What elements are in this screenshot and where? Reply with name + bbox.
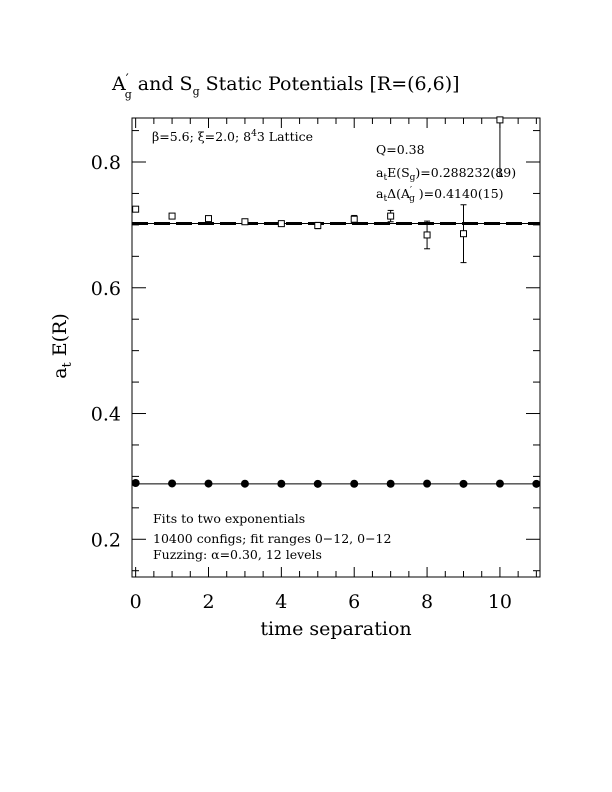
data-point-square xyxy=(132,205,140,213)
data-point-square xyxy=(496,116,504,124)
data-point-square xyxy=(241,218,249,226)
data-point-square xyxy=(387,212,395,220)
x-tick-label: 8 xyxy=(421,591,433,613)
x-tick-label: 6 xyxy=(348,591,360,613)
annotation-energy: atE(Sg)=0.288232(89) xyxy=(376,165,516,183)
annotation-fits: Fits to two exponentials xyxy=(153,511,305,526)
data-point-square xyxy=(350,215,358,223)
data-marks xyxy=(131,116,541,488)
y-axis-label: at E(R) xyxy=(49,313,75,379)
data-point-square xyxy=(205,215,212,223)
data-point-square xyxy=(423,231,431,239)
y-tick-label: 0.2 xyxy=(91,529,121,551)
data-point-circle xyxy=(313,479,322,488)
data-point-circle xyxy=(423,479,432,488)
data-point-circle xyxy=(459,479,468,488)
data-point-square xyxy=(168,212,176,220)
axis-ticks xyxy=(132,118,540,577)
y-tick-label: 0.6 xyxy=(91,278,121,300)
y-tick-label: 0.8 xyxy=(91,152,121,174)
x-tick-label: 10 xyxy=(488,591,512,613)
annotation-fuzzing: Fuzzing: α=0.30, 12 levels xyxy=(153,547,322,562)
data-point-circle xyxy=(386,479,395,488)
tick-labels: 0 2 4 6 8 10 0.2 0.4 0.6 0.8 xyxy=(91,152,512,613)
x-tick-label: 4 xyxy=(275,591,287,613)
x-axis-label: time separation xyxy=(260,618,411,640)
y-tick-label: 0.4 xyxy=(91,404,121,426)
data-point-circle xyxy=(240,479,249,488)
data-point-circle xyxy=(495,479,504,488)
annotation-gap: atΔ(A′ g )=0.4140(15) xyxy=(376,186,504,204)
data-point-circle xyxy=(277,479,286,488)
x-tick-label: 2 xyxy=(202,591,214,613)
data-point-circle xyxy=(168,479,177,488)
annotation-q: Q=0.38 xyxy=(376,142,425,157)
annotation-lattice: β=5.6; ξ=2.0; 843 Lattice xyxy=(152,129,313,144)
data-point-circle xyxy=(131,478,140,487)
data-point-circle xyxy=(350,479,359,488)
fit-lines xyxy=(132,222,540,485)
data-point-square xyxy=(277,220,285,228)
data-point-square xyxy=(460,230,467,238)
x-tick-label: 0 xyxy=(130,591,142,613)
data-point-square xyxy=(314,222,322,230)
data-point-circle xyxy=(532,479,541,488)
annotation-configs: 10400 configs; fit ranges 0−12, 0−12 xyxy=(153,531,391,546)
chart-title: A′ g and Sg Static Potentials [R=(6,6)] xyxy=(111,72,460,101)
data-point-circle xyxy=(204,479,213,488)
